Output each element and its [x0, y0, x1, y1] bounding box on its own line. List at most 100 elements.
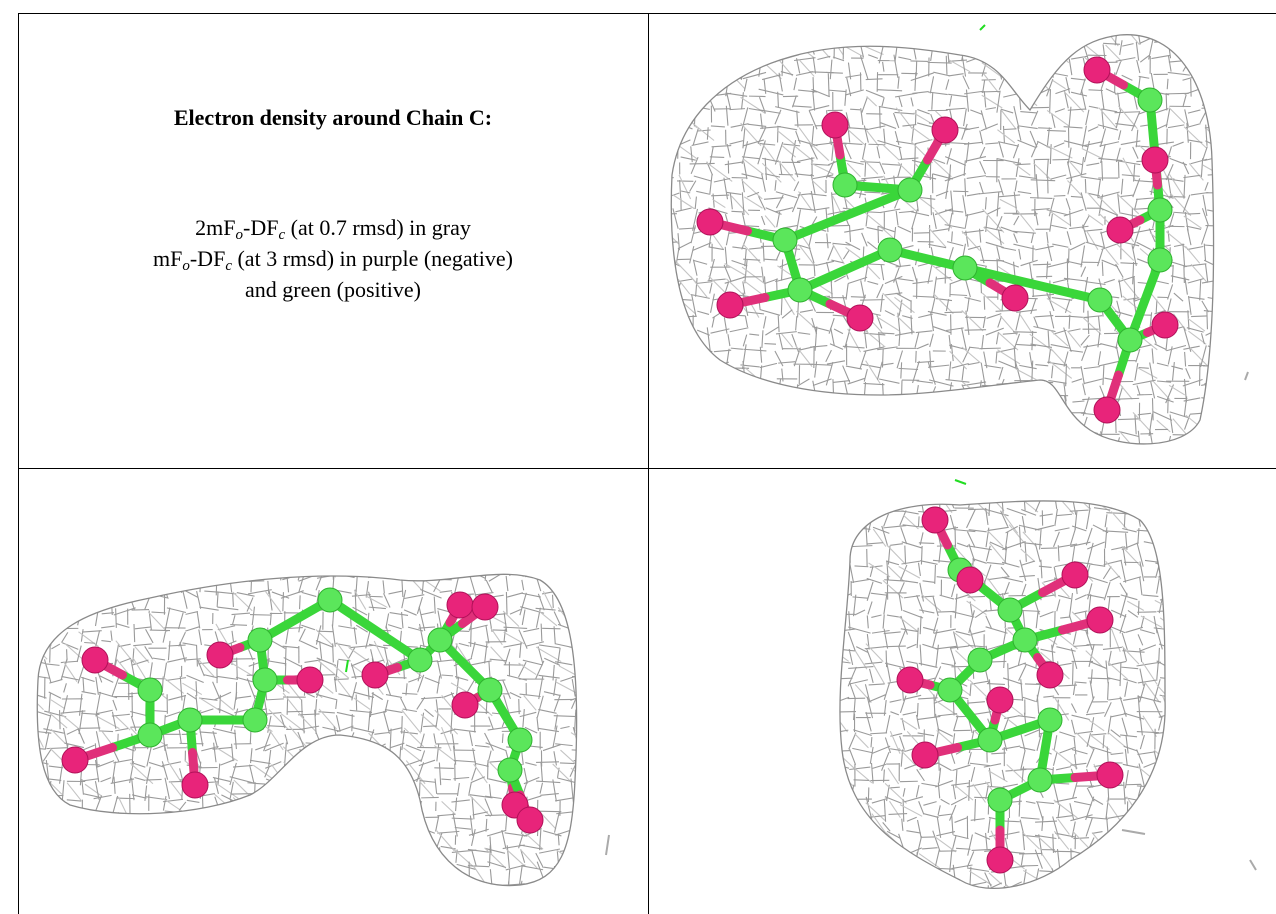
mesh-line [46, 608, 61, 612]
mesh-line [213, 887, 218, 899]
mesh-line [1032, 263, 1051, 266]
mesh-line [82, 744, 95, 751]
mesh-line [676, 362, 680, 385]
mesh-line [899, 582, 905, 594]
mesh-line [1187, 139, 1203, 143]
mesh-line [782, 145, 796, 158]
mesh-line [867, 601, 873, 615]
mesh-line [932, 596, 939, 617]
mesh-line [424, 676, 440, 684]
mesh-line [1150, 381, 1156, 399]
mesh-line [576, 592, 577, 595]
mesh-line [917, 516, 920, 527]
mesh-line [1003, 581, 1010, 596]
mesh-line [401, 716, 403, 734]
mesh-line [910, 211, 930, 217]
mesh-line [162, 798, 184, 803]
mesh-line [229, 831, 233, 854]
mesh-line [986, 313, 1002, 319]
mesh-line [283, 657, 302, 667]
text-run: -DF [189, 246, 226, 271]
mesh-line [726, 413, 732, 436]
mesh-line [1069, 349, 1084, 353]
mesh-line [1121, 174, 1140, 177]
mesh-line [102, 574, 115, 578]
mesh-line [402, 884, 409, 886]
mesh-line [1155, 627, 1163, 650]
mesh-line [920, 546, 923, 565]
mesh-line [216, 591, 219, 607]
mesh-line [777, 125, 798, 131]
mesh-line [1059, 746, 1076, 754]
mesh-line [1107, 677, 1121, 682]
mesh-line [890, 748, 907, 752]
mesh-line [1122, 648, 1128, 662]
mesh-line [812, 91, 816, 111]
mesh-line [544, 880, 560, 885]
mesh-line [832, 379, 835, 397]
mesh-line [944, 173, 967, 182]
mesh-line [555, 743, 573, 747]
mesh-line [1039, 870, 1061, 873]
mesh-line [1140, 802, 1163, 805]
mesh-line [677, 279, 691, 295]
mesh-line [985, 241, 1004, 249]
mesh-line [538, 887, 543, 901]
mesh-line [880, 264, 885, 281]
mesh-line [1201, 279, 1214, 284]
mesh-line [317, 743, 320, 768]
mesh-line [740, 34, 746, 41]
mesh-line [164, 711, 181, 718]
mesh-line [927, 61, 952, 64]
mesh-line [180, 880, 196, 883]
mesh-line [424, 708, 434, 718]
mesh-line [951, 782, 971, 786]
mesh-line [826, 233, 829, 249]
mesh-line [399, 574, 407, 579]
mesh-line [912, 280, 933, 285]
mesh-line [1004, 452, 1013, 454]
mesh-line [904, 545, 907, 565]
mesh-line [128, 831, 134, 853]
mesh-line [367, 885, 374, 886]
mesh-line [1071, 661, 1074, 685]
oxygen-atom [896, 666, 924, 694]
mesh-line [551, 594, 554, 608]
mesh-line [934, 564, 937, 584]
mesh-line [867, 509, 882, 512]
mesh-line [1085, 650, 1104, 668]
mesh-line [434, 767, 454, 769]
mesh-line [656, 160, 657, 174]
mesh-line [1035, 174, 1039, 199]
mesh-line [149, 559, 167, 564]
mesh-line [834, 788, 839, 799]
mesh-line [1183, 174, 1201, 179]
density-speck [1121, 829, 1146, 835]
mesh-line [350, 830, 369, 837]
mesh-line [1086, 162, 1100, 167]
mesh-line [1102, 365, 1105, 386]
mesh-line [286, 763, 305, 767]
mesh-line [469, 794, 493, 799]
mesh-line [1015, 448, 1016, 468]
mesh-line [947, 142, 969, 145]
mesh-line [1200, 345, 1207, 368]
mesh-line [1082, 316, 1102, 335]
mesh-line [1021, 516, 1026, 533]
mesh-line [59, 710, 61, 730]
mesh-line [888, 864, 906, 868]
mesh-line [1204, 415, 1214, 419]
mesh-line [1047, 385, 1052, 400]
mesh-line [387, 834, 392, 849]
mesh-line [691, 334, 697, 353]
mesh-line [331, 760, 357, 765]
mesh-line [1159, 542, 1166, 548]
mesh-line [844, 228, 864, 233]
mesh-line [1154, 854, 1158, 869]
mesh-line [78, 556, 102, 564]
mesh-line [849, 766, 871, 771]
mesh-line [1052, 446, 1063, 448]
mesh-line [284, 815, 290, 830]
mesh-line [1022, 831, 1025, 851]
carbon-atom [967, 647, 993, 673]
